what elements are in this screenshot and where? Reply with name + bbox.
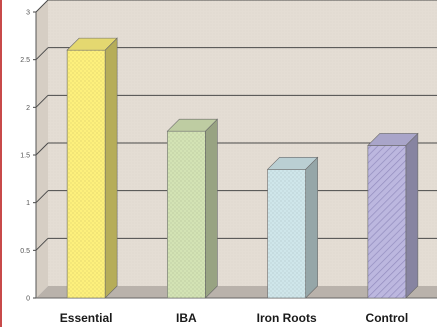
- chart-floor: [36, 286, 437, 298]
- bar-essential-side: [104, 37, 118, 299]
- bar-iba-side: [205, 118, 218, 299]
- y-tick-label: 2.5: [20, 57, 30, 64]
- bar-iron-roots-pattern: [267, 169, 306, 298]
- gridline-side: [35, 47, 49, 61]
- y-tick-label: 0.5: [20, 248, 30, 255]
- y-tick-label: 3: [26, 10, 30, 17]
- bar-essential-top: [66, 37, 118, 51]
- gridline-side: [35, 237, 49, 251]
- gridline-side: [35, 190, 49, 204]
- bar-iron-roots-side: [305, 156, 318, 299]
- y-tick-label: 0: [26, 296, 30, 303]
- x-tick-label-iron-roots: Iron Roots: [257, 311, 317, 325]
- gridline-side: [35, 94, 49, 108]
- bar-iba-top: [166, 118, 219, 132]
- bar-control-top: [367, 133, 419, 146]
- bar-iron-roots-top: [266, 157, 319, 170]
- bar-control-pattern: [367, 145, 406, 298]
- gridline-side: [35, 0, 49, 13]
- x-tick-label-essential: Essential: [60, 311, 113, 325]
- y-tick-label: 1.5: [20, 153, 30, 160]
- x-tick-label-control: Control: [366, 311, 409, 325]
- gridline-side: [35, 142, 49, 156]
- bar-iba-pattern: [167, 131, 206, 298]
- y-tick-label: 1: [26, 200, 30, 207]
- bar-control-side: [405, 132, 419, 299]
- x-tick-label-iba: IBA: [176, 311, 197, 325]
- y-tick-label: 2: [26, 105, 30, 112]
- bar-essential-pattern: [67, 50, 106, 299]
